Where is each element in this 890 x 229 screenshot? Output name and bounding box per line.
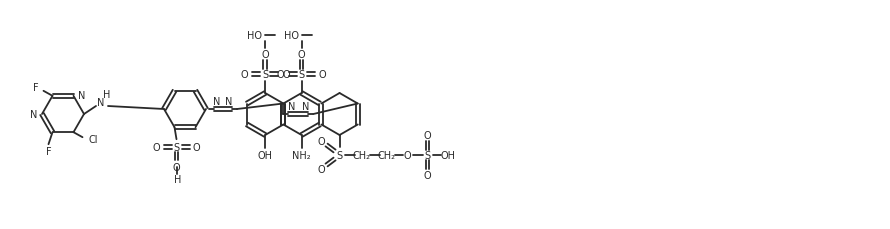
Text: O: O (319, 70, 327, 80)
Text: S: S (425, 150, 431, 160)
Text: N: N (287, 101, 295, 112)
Text: O: O (282, 70, 290, 80)
Text: O: O (404, 150, 411, 160)
Text: H: H (174, 174, 182, 184)
Text: N: N (77, 90, 85, 100)
Text: N: N (302, 101, 309, 112)
Text: HO: HO (247, 31, 263, 41)
Text: O: O (424, 170, 432, 180)
Text: F: F (45, 147, 52, 156)
Text: S: S (298, 70, 304, 80)
Text: O: O (262, 50, 269, 60)
Text: F: F (33, 82, 38, 93)
Text: O: O (173, 163, 181, 172)
Text: OH: OH (258, 150, 272, 160)
Text: H: H (103, 90, 110, 100)
Text: OH: OH (440, 150, 455, 160)
Text: N: N (214, 97, 221, 106)
Text: O: O (277, 70, 285, 80)
Text: O: O (318, 164, 326, 174)
Text: O: O (424, 131, 432, 140)
Text: S: S (174, 143, 180, 153)
Text: HO: HO (284, 31, 298, 41)
Text: O: O (318, 136, 326, 146)
Text: N: N (30, 109, 37, 120)
Text: S: S (263, 70, 268, 80)
Text: Cl: Cl (89, 135, 98, 144)
Text: N: N (225, 97, 232, 106)
Text: NH₂: NH₂ (292, 150, 311, 160)
Text: CH₂: CH₂ (377, 150, 395, 160)
Text: O: O (153, 143, 160, 153)
Text: CH₂: CH₂ (352, 150, 370, 160)
Text: N: N (97, 98, 105, 108)
Text: O: O (193, 143, 200, 153)
Text: O: O (298, 50, 305, 60)
Text: S: S (336, 150, 343, 160)
Text: O: O (240, 70, 248, 80)
